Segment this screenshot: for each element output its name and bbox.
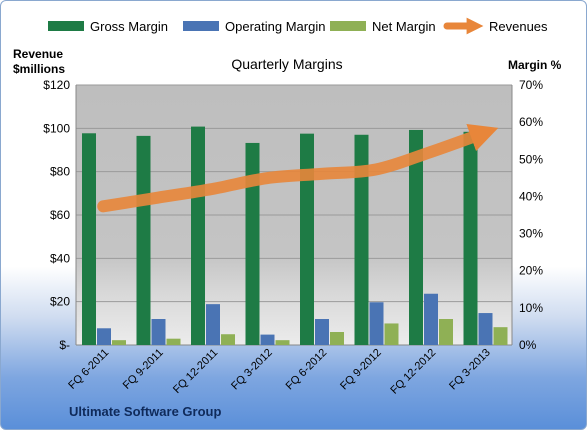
bar-operating-margin-fq-9-2012	[369, 302, 384, 345]
right-tick-label: 0%	[519, 338, 537, 352]
x-tick-label: FQ 3-2012	[229, 347, 275, 393]
legend-label: Operating Margin	[225, 19, 325, 34]
right-tick-label: 10%	[519, 301, 543, 315]
legend-item-operating-margin: Operating Margin	[183, 19, 325, 34]
bar-net-margin-fq-3-2013	[493, 327, 508, 345]
right-axis-label: Margin %	[508, 58, 562, 72]
legend-swatch	[330, 21, 366, 31]
bar-gross-margin-fq-9-2012	[354, 134, 369, 345]
left-tick-label: $80	[50, 165, 70, 179]
right-tick-label: 40%	[519, 189, 543, 203]
bars	[82, 126, 508, 345]
bar-gross-margin-fq-12-2012	[409, 129, 423, 345]
legend: Gross Margin Operating Margin Net Margin Re…	[48, 17, 548, 35]
right-tick-label: 50%	[519, 152, 543, 166]
x-tick-label: FQ 9-2011	[121, 347, 166, 392]
bar-gross-margin-fq-6-2011	[82, 133, 96, 345]
right-tick-label: 30%	[519, 227, 543, 241]
bar-operating-margin-fq-3-2012	[260, 334, 275, 345]
left-axis-ticks: $- $20 $40 $60 $80 $100 $120	[43, 78, 70, 352]
left-tick-label: $-	[59, 338, 70, 352]
bar-gross-margin-fq-9-2011	[136, 135, 151, 345]
bar-gross-margin-fq-6-2012	[300, 133, 314, 345]
x-tick-label: FQ 9-2012	[338, 347, 384, 393]
bar-operating-margin-fq-6-2012	[315, 319, 329, 345]
bar-net-margin-fq-6-2011	[112, 340, 126, 345]
legend-label: Revenues	[489, 19, 548, 34]
bar-net-margin-fq-9-2012	[384, 323, 399, 345]
x-tick-label: FQ 12-2011	[171, 347, 220, 396]
bar-gross-margin-fq-3-2013	[463, 131, 478, 345]
bar-operating-margin-fq-6-2011	[97, 328, 111, 345]
x-axis-ticks: FQ 6-2011 FQ 9-2011 FQ 12-2011 FQ 3-2012 FQ …	[66, 347, 493, 397]
right-tick-label: 60%	[519, 115, 543, 129]
bar-operating-margin-fq-3-2013	[478, 313, 493, 345]
left-tick-label: $120	[43, 78, 70, 92]
right-tick-label: 70%	[519, 78, 543, 92]
revenue-line	[97, 123, 499, 213]
legend-label: Gross Margin	[90, 19, 168, 34]
left-axis-label-line2: $millions	[13, 62, 65, 76]
x-tick-label: FQ 3-2013	[447, 347, 493, 393]
bar-operating-margin-fq-9-2011	[151, 319, 166, 345]
x-tick-label: FQ 12-2012	[388, 347, 438, 397]
legend-item-net-margin: Net Margin	[330, 19, 436, 34]
left-tick-label: $20	[50, 295, 70, 309]
right-axis-ticks: 0% 10% 20% 30% 40% 50% 60% 70%	[519, 78, 543, 352]
bar-net-margin-fq-3-2012	[275, 340, 290, 345]
bar-operating-margin-fq-12-2011	[206, 304, 220, 345]
left-tick-label: $60	[50, 208, 70, 222]
footer-company: Ultimate Software Group	[69, 404, 221, 419]
right-tick-label: 20%	[519, 264, 543, 278]
left-axis-label-line1: Revenue	[13, 47, 63, 61]
bar-net-margin-fq-12-2012	[439, 319, 453, 345]
bar-net-margin-fq-9-2011	[166, 338, 181, 345]
legend-swatch	[48, 21, 84, 31]
legend-item-gross-margin: Gross Margin	[48, 19, 168, 34]
x-tick-label: FQ 6-2011	[66, 347, 111, 392]
bar-net-margin-fq-12-2011	[221, 334, 235, 345]
left-tick-label: $40	[50, 251, 70, 265]
legend-item-revenues: Revenues	[443, 17, 548, 35]
legend-swatch	[183, 21, 219, 31]
bar-net-margin-fq-6-2012	[330, 332, 344, 345]
bar-gross-margin-fq-3-2012	[245, 142, 260, 345]
left-tick-label: $100	[43, 121, 70, 135]
chart-title: Quarterly Margins	[231, 56, 342, 72]
x-tick-label: FQ 6-2012	[284, 347, 330, 393]
series-line-revenues	[97, 123, 499, 213]
bar-gross-margin-fq-12-2011	[191, 126, 205, 345]
bar-operating-margin-fq-12-2012	[424, 293, 438, 345]
legend-label: Net Margin	[372, 19, 436, 34]
